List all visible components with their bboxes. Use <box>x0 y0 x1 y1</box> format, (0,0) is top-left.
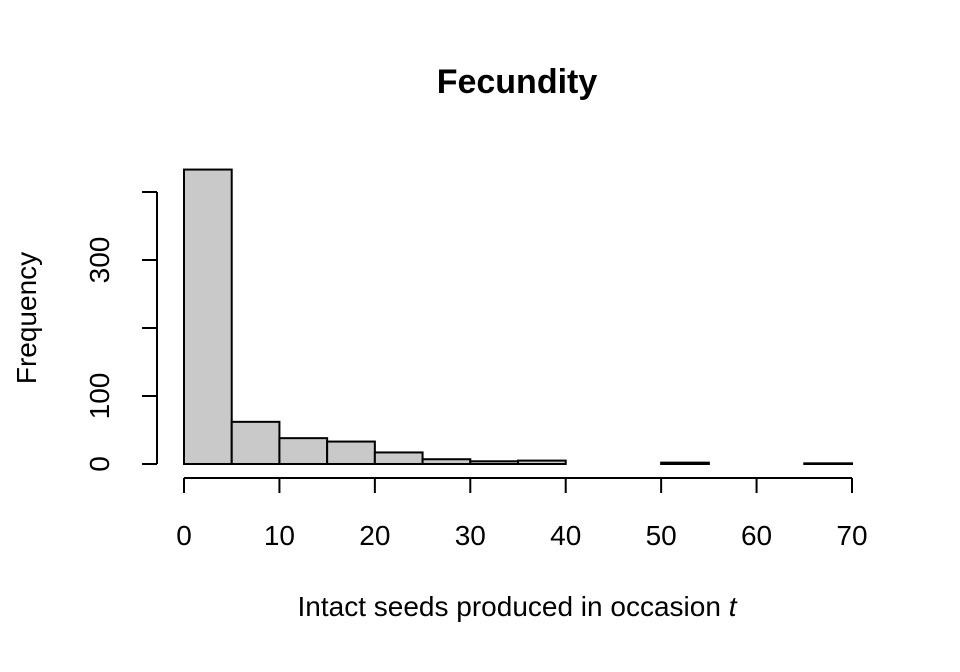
histogram-bar-20-25 <box>373 451 424 466</box>
y-axis-label: Frequency <box>11 252 42 384</box>
y-axis: 0 100 300 <box>84 191 158 472</box>
y-tick-label-100: 100 <box>84 373 115 420</box>
x-axis-label-italic: t <box>729 591 738 622</box>
x-axis: 0 10 20 30 40 50 60 70 <box>176 477 868 551</box>
histogram-bar-35-40 <box>517 459 567 466</box>
histogram-bar-10-15 <box>278 437 329 466</box>
x-ticks: 0 10 20 30 40 50 60 70 <box>176 478 868 551</box>
bars-group <box>183 168 853 466</box>
x-tick-label-60: 60 <box>741 520 772 551</box>
chart-title: Fecundity <box>437 63 598 101</box>
histogram-bar-5-10 <box>230 420 281 465</box>
x-tick-label-40: 40 <box>550 520 581 551</box>
histogram-bar-25-30 <box>421 458 472 465</box>
y-tick-label-0: 0 <box>84 456 115 472</box>
x-axis-label-text: Intact seeds produced in occasion <box>298 591 721 622</box>
x-tick-label-30: 30 <box>455 520 486 551</box>
histogram-bar-50-55 <box>660 461 710 466</box>
x-axis-label: Intact seeds produced in occasion t <box>298 591 738 622</box>
x-tick-label-50: 50 <box>646 520 677 551</box>
x-tick-label-20: 20 <box>359 520 390 551</box>
histogram-bar-30-35 <box>469 460 519 465</box>
histogram-bar-0-5 <box>183 168 233 465</box>
x-tick-label-0: 0 <box>176 520 192 551</box>
histogram-bar-15-20 <box>326 440 376 465</box>
y-ticks: 0 100 300 <box>84 191 157 472</box>
x-tick-label-10: 10 <box>264 520 295 551</box>
histogram-bar-65-70 <box>803 462 853 466</box>
y-tick-label-300: 300 <box>84 237 115 284</box>
x-tick-label-70: 70 <box>836 520 867 551</box>
